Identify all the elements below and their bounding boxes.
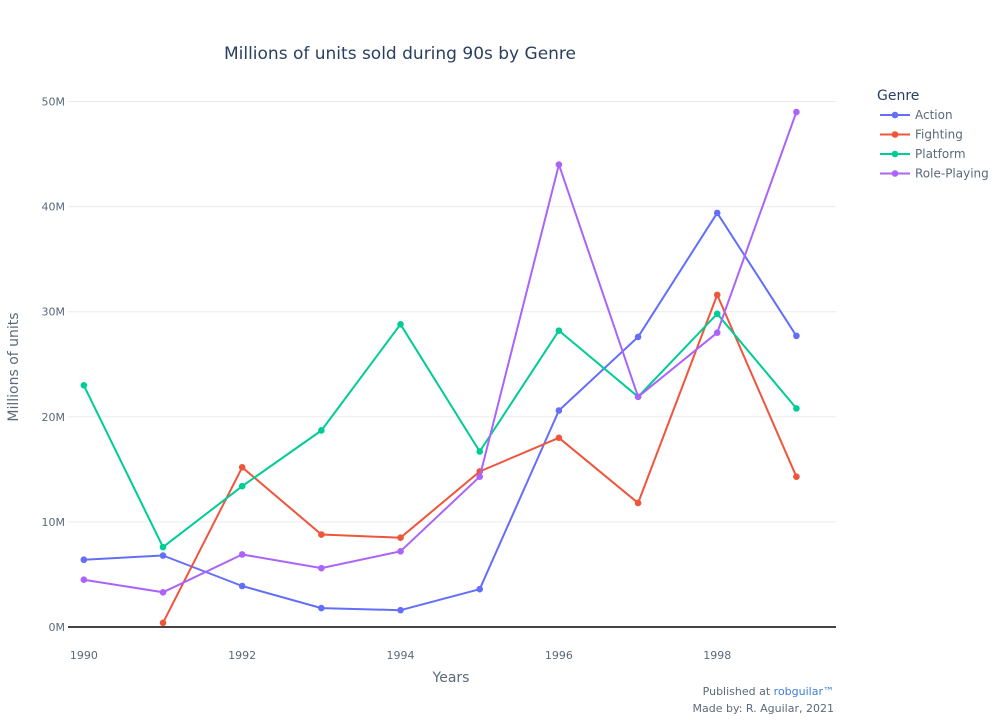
grid [68,101,836,523]
data-point[interactable] [318,531,325,538]
data-point[interactable] [555,327,563,334]
data-point[interactable] [713,209,721,217]
data-point[interactable] [397,548,404,555]
series-line [83,111,798,594]
y-tick-label: 10M [42,516,66,529]
x-axis-title: Years [432,670,470,686]
published-prefix: Published at [702,685,774,698]
data-point[interactable] [634,333,642,341]
y-tick-label: 40M [42,201,66,214]
data-point[interactable] [713,291,721,299]
series-line [83,211,798,612]
data-point[interactable] [159,543,167,551]
legend-item-action[interactable]: Action [880,108,953,122]
data-point[interactable] [80,576,88,584]
data-point[interactable] [555,407,563,414]
data-point[interactable] [318,427,325,434]
data-point[interactable] [713,310,721,318]
x-tick-label: 1998 [703,649,731,662]
data-point[interactable] [159,619,167,627]
x-tick-label: 1992 [228,649,256,662]
data-point[interactable] [159,552,167,559]
legend-item-role-playing[interactable]: Role-Playing [880,167,989,181]
series-group [80,108,800,627]
legend-label: Action [915,108,953,122]
legend-marker [891,111,899,119]
legend-marker [891,131,899,138]
data-point[interactable] [397,606,404,614]
series-line [82,312,798,549]
data-point[interactable] [80,556,88,564]
data-point[interactable] [793,108,800,116]
data-point[interactable] [318,604,325,612]
y-tick-label: 30M [42,306,66,319]
footer-published: Published at robguilar™ [703,685,834,698]
data-point[interactable] [634,393,642,401]
legend-item-fighting[interactable]: Fighting [880,128,963,142]
data-point[interactable] [238,463,246,471]
data-point[interactable] [476,448,484,455]
legend-title: Genre [877,88,919,104]
data-point[interactable] [397,321,404,328]
published-link[interactable]: robguilar™ [773,685,834,698]
data-point[interactable] [238,482,246,490]
y-tick-label: 0M [49,621,66,634]
legend[interactable]: Genre Action Fighting Platform Role-Playing [877,88,989,181]
series-role-playing [80,108,800,596]
chart-title: Millions of units sold during 90s by Gen… [224,44,576,64]
data-point[interactable] [555,161,563,168]
data-point[interactable] [555,434,563,442]
x-axis: 1990 1992 1994 1996 1998 [70,649,731,662]
data-point[interactable] [634,499,642,507]
series-line [162,293,798,624]
y-tick-label: 50M [42,96,66,109]
y-axis: 0M 10M 20M 30M 40M 50M [42,96,66,634]
series-fighting [159,291,800,627]
data-point[interactable] [793,405,800,412]
data-point[interactable] [159,589,167,596]
legend-label: Role-Playing [915,167,989,181]
legend-marker [891,150,899,158]
y-axis-title: Millions of units [6,312,22,421]
legend-marker [891,170,899,177]
legend-label: Platform [915,147,966,161]
x-tick-label: 1996 [545,649,573,662]
legend-label: Fighting [915,128,963,142]
data-point[interactable] [476,585,484,593]
data-point[interactable] [238,582,246,590]
data-point[interactable] [476,473,484,481]
series-platform [80,310,800,551]
y-tick-label: 20M [42,411,66,424]
x-tick-label: 1990 [70,649,98,662]
series-action [80,209,800,614]
data-point[interactable] [238,551,246,558]
data-point[interactable] [793,473,800,481]
legend-item-platform[interactable]: Platform [880,147,966,161]
data-point[interactable] [397,534,404,541]
x-tick-label: 1994 [387,649,415,662]
data-point[interactable] [793,332,800,340]
data-point[interactable] [80,381,88,389]
data-point[interactable] [713,329,721,337]
footer-made-by: Made by: R. Aguilar, 2021 [692,702,834,715]
data-point[interactable] [318,564,325,572]
